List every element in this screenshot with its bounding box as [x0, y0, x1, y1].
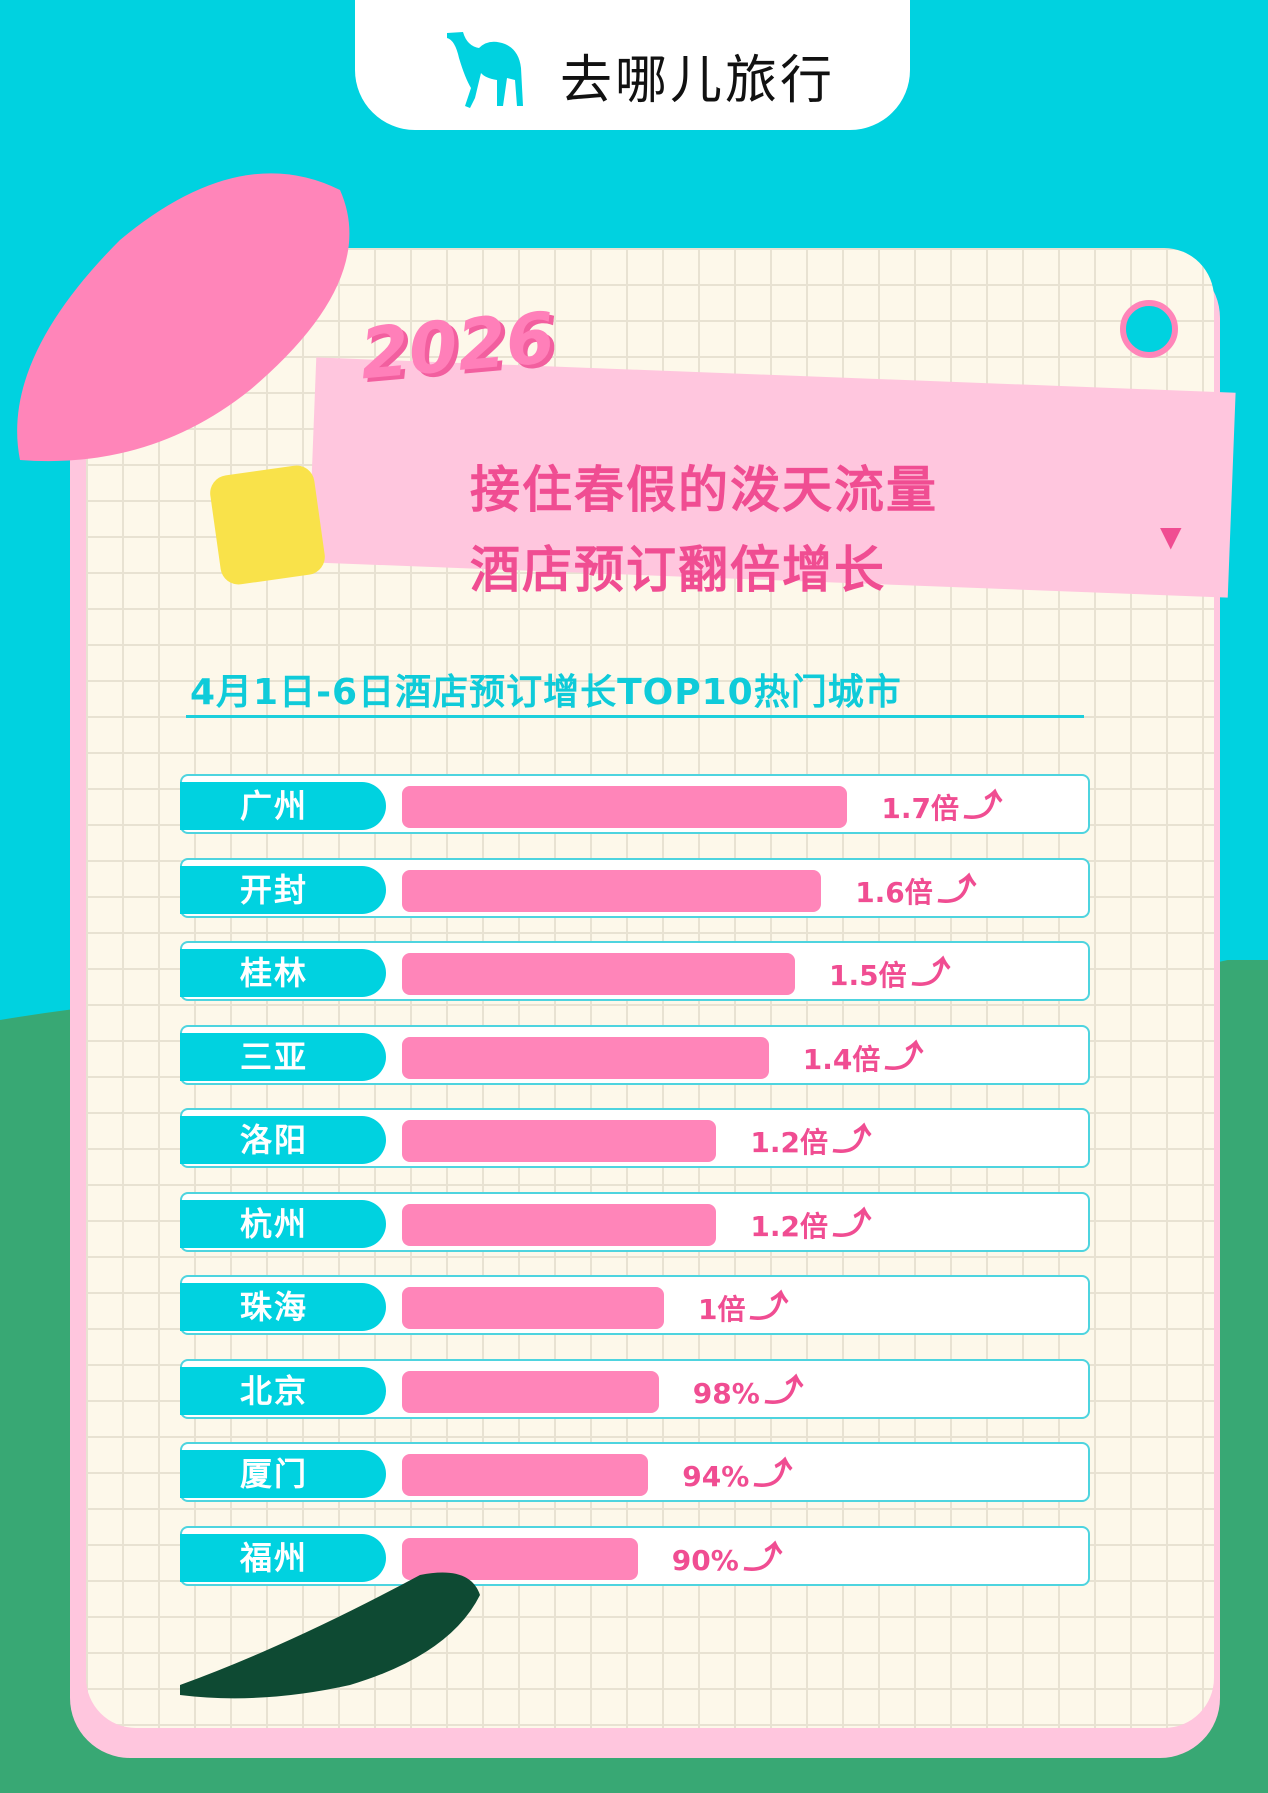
value-label: 90% [671, 1543, 739, 1577]
bar-row: 杭州 1.2倍⤴ [180, 1191, 1090, 1252]
bar [402, 786, 848, 828]
up-arrow-icon: ⤴ [830, 1117, 874, 1164]
pink-flower-decoration [17, 173, 350, 462]
value-label: 1.4倍 [802, 1042, 881, 1076]
bar [402, 953, 795, 995]
value-label: 1.2倍 [750, 1126, 828, 1159]
value-label: 94% [682, 1460, 750, 1493]
city-label: 厦门 [180, 1450, 386, 1498]
up-arrow-icon: ⤴ [883, 1033, 926, 1081]
value-label: 1.7倍 [881, 792, 959, 825]
up-arrow-icon: ⤴ [961, 783, 1005, 830]
bar [402, 1036, 769, 1079]
bar [402, 1370, 659, 1413]
value-label: 98% [692, 1376, 760, 1410]
bar [402, 1454, 649, 1496]
city-label: 福州 [180, 1533, 386, 1582]
up-arrow-icon: ⤴ [741, 1534, 785, 1582]
bar-row: 开封 1.6倍⤴ [180, 857, 1090, 918]
city-label: 三亚 [180, 1032, 386, 1081]
bar-row: 福州 90%⤴ [180, 1525, 1090, 1586]
value-label: 1倍 [698, 1293, 746, 1326]
value-label-group: 1.4倍⤴ [802, 1033, 926, 1081]
bar-row: 三亚 1.4倍⤴ [180, 1024, 1090, 1085]
palm-sticker-icon [207, 463, 328, 587]
value-label-group: 1.2倍⤴ [750, 1117, 873, 1164]
logo-text: 去哪儿旅行 [560, 51, 836, 111]
up-arrow-icon: ⤴ [909, 950, 952, 997]
bar [402, 1203, 717, 1246]
value-label-group: 1.6倍⤴ [855, 866, 979, 914]
up-arrow-icon: ⤴ [935, 866, 979, 914]
city-label: 广州 [180, 782, 386, 830]
city-label: 珠海 [180, 1283, 386, 1331]
logo-tab [355, 0, 910, 130]
bar-row: 北京 98%⤴ [180, 1358, 1090, 1419]
bar [402, 869, 822, 912]
bar [402, 1537, 638, 1580]
bar-row: 厦门 94%⤴ [180, 1442, 1090, 1502]
city-label: 洛阳 [180, 1116, 386, 1164]
value-label-group: 90%⤴ [671, 1534, 785, 1582]
year-badge: 2026 [356, 296, 559, 396]
up-arrow-icon: ⤴ [748, 1284, 791, 1331]
bar-row: 广州 1.7倍⤴ [180, 774, 1090, 834]
camel-icon [447, 32, 523, 108]
bar-row: 洛阳 1.2倍⤴ [180, 1108, 1090, 1168]
city-label: 开封 [180, 865, 386, 914]
value-label-group: 94%⤴ [682, 1451, 794, 1498]
value-label-group: 1.7倍⤴ [881, 783, 1004, 830]
value-label: 1.5倍 [829, 959, 907, 992]
headline-line-2: 酒店预订翻倍增长 [470, 541, 886, 599]
bird-decoration [180, 1572, 480, 1699]
value-label-group: 1倍⤴ [698, 1284, 791, 1331]
triangle-icon: ▼ [1160, 520, 1182, 553]
bar [402, 1120, 717, 1162]
value-label-group: 98%⤴ [692, 1367, 806, 1415]
value-label: 1.2倍 [750, 1209, 828, 1243]
city-label: 杭州 [180, 1199, 386, 1248]
up-arrow-icon: ⤴ [752, 1451, 795, 1498]
headline-line-1: 接住春假的泼天流量 [470, 461, 938, 519]
value-label: 1.6倍 [855, 875, 933, 909]
chart-title: 4月1日-6日酒店预订增长TOP10热门城市 [190, 672, 902, 713]
up-arrow-icon: ⤴ [762, 1367, 806, 1415]
pin-decoration [1120, 300, 1178, 358]
value-label-group: 1.5倍⤴ [829, 950, 952, 997]
bar [402, 1287, 664, 1329]
title-underline [186, 715, 1084, 718]
bar-row: 珠海 1倍⤴ [180, 1275, 1090, 1335]
up-arrow-icon: ⤴ [830, 1200, 874, 1248]
value-label-group: 1.2倍⤴ [750, 1201, 873, 1248]
city-label: 桂林 [180, 949, 386, 997]
city-label: 北京 [180, 1366, 386, 1415]
bar-row: 桂林 1.5倍⤴ [180, 941, 1090, 1001]
